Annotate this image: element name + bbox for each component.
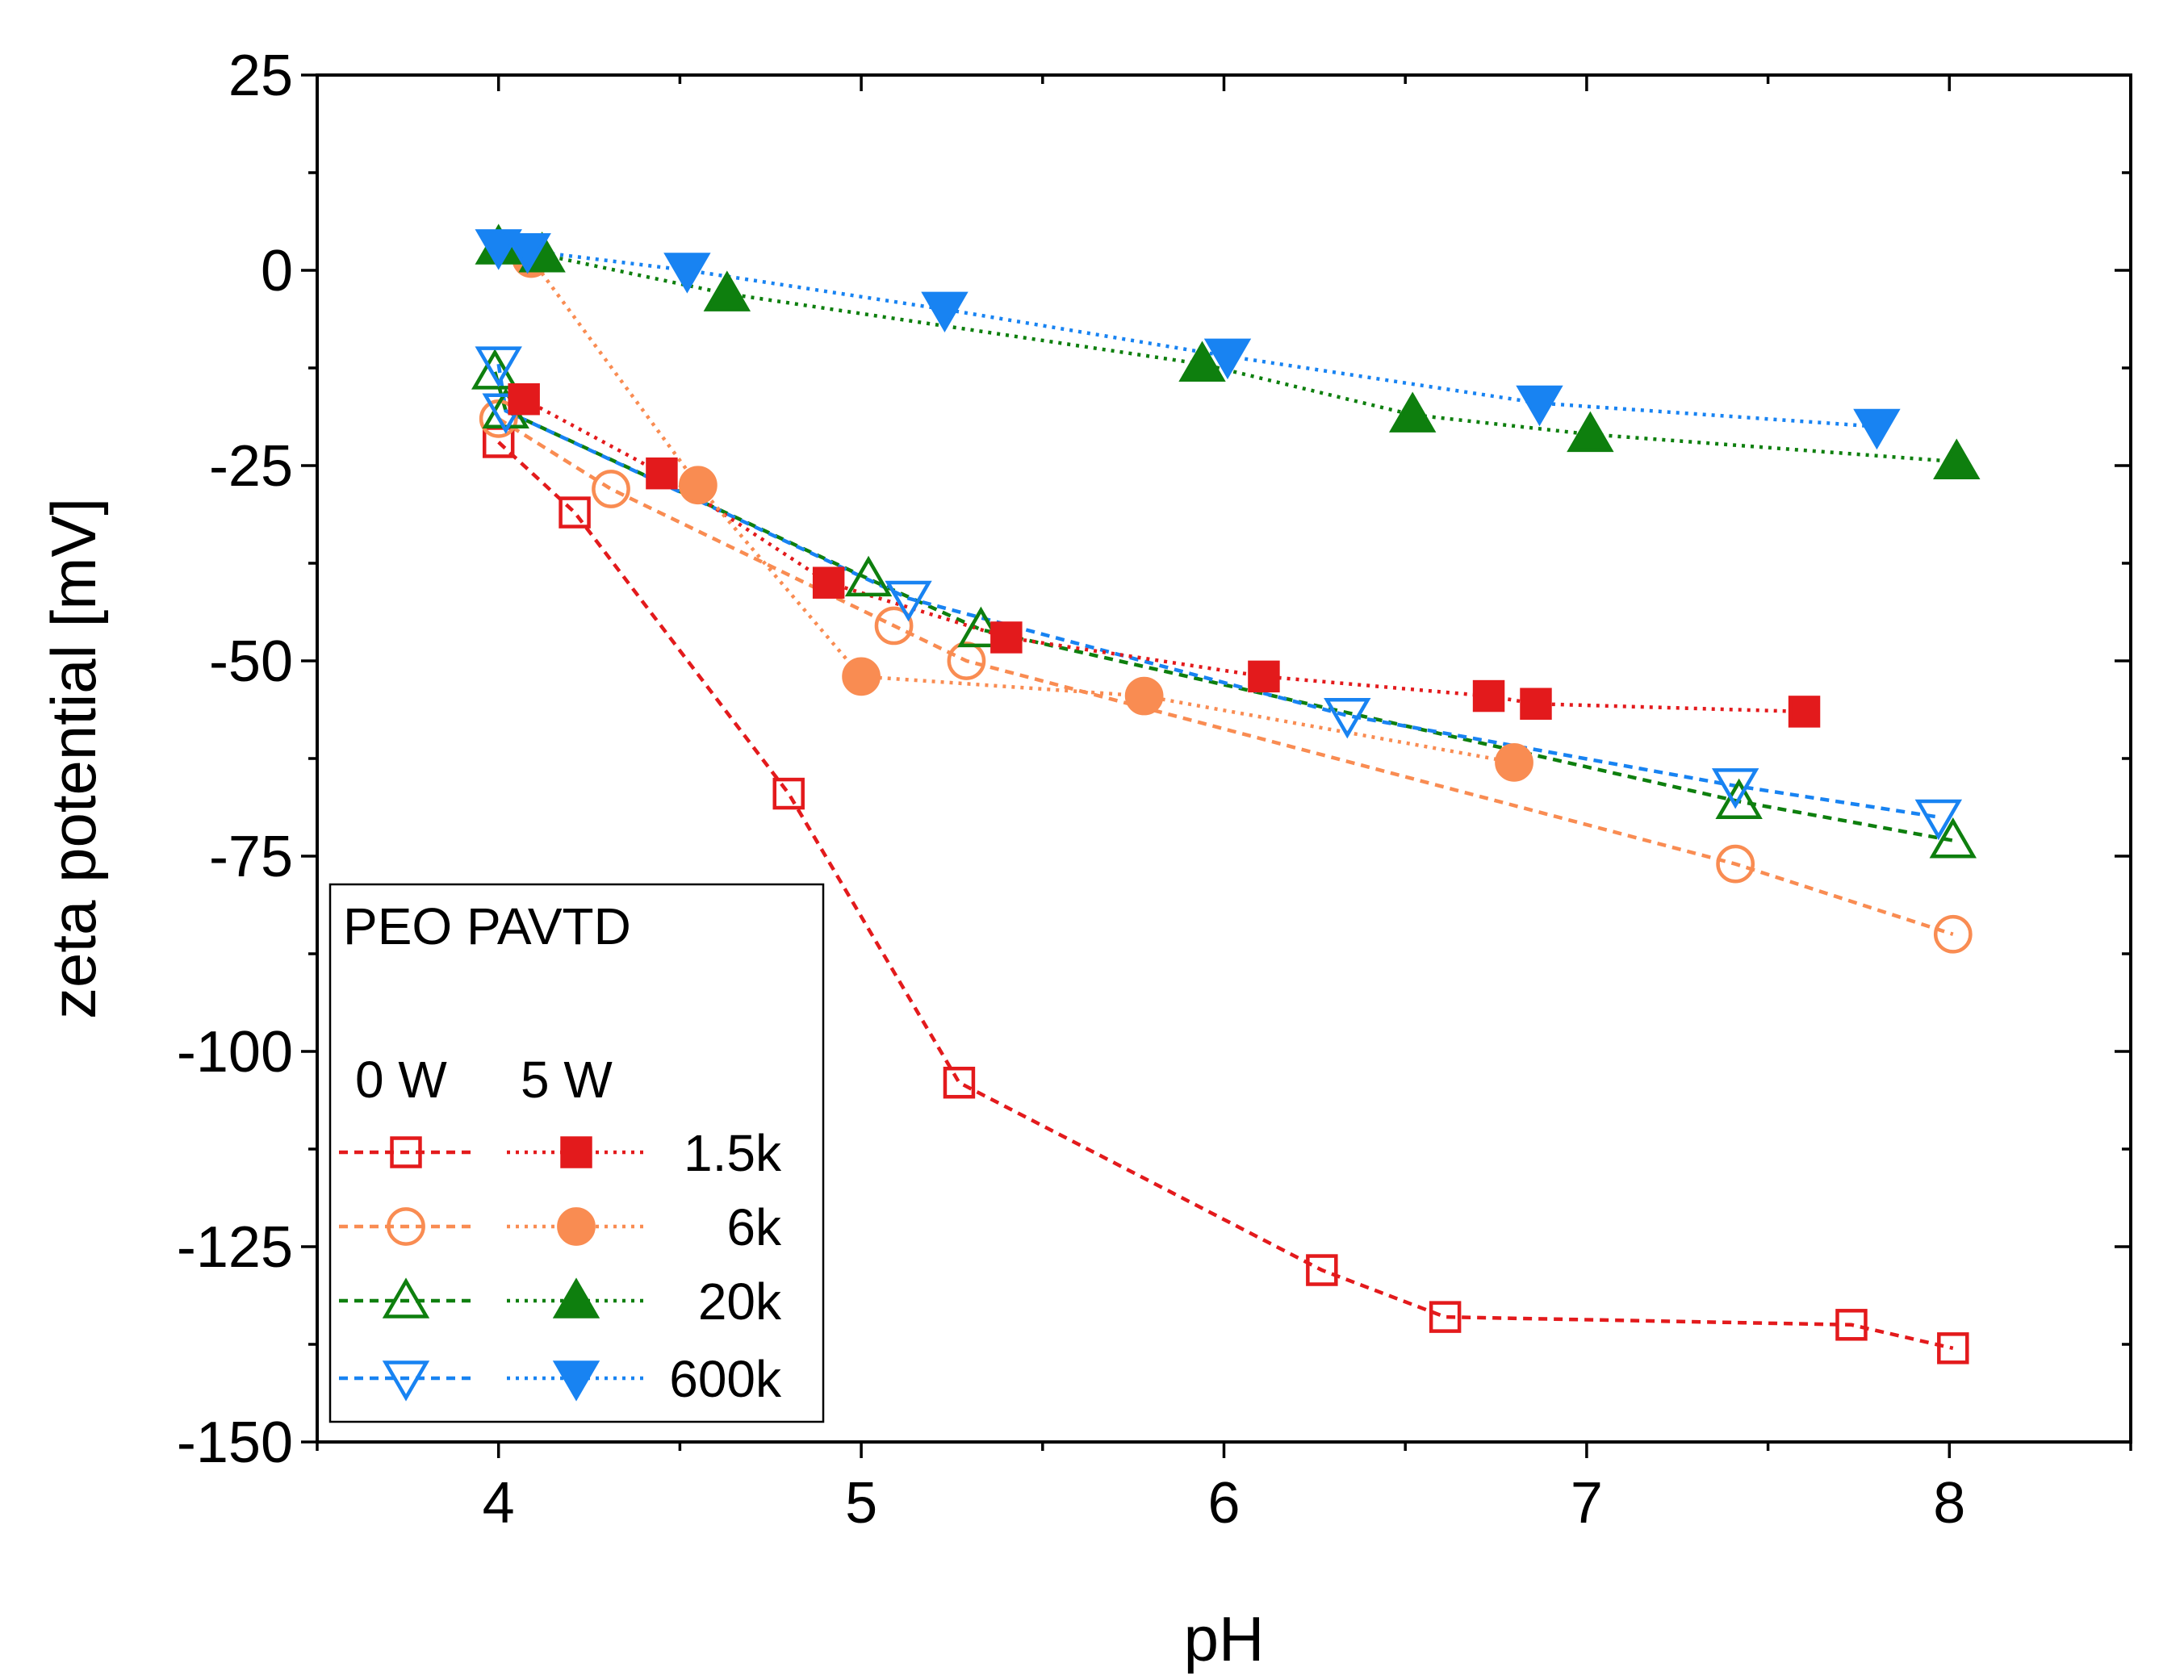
legend: PEO PAVTD 0 W 5 W 1.5k 6k 20k 600k	[328, 883, 825, 1423]
x-tick-label: 8	[1933, 1471, 1965, 1536]
legend-marker-0w-3	[382, 1360, 430, 1402]
data-point-series-3	[1914, 799, 1963, 841]
legend-marker-5w-0	[560, 1136, 592, 1168]
data-point-series-2	[844, 555, 893, 597]
series-line-1	[497, 417, 1954, 936]
legend-column-header-0w: 0 W	[355, 1051, 447, 1109]
data-point-series-0	[1306, 1254, 1338, 1286]
x-axis-label: pH	[1184, 1603, 1265, 1674]
data-point-series-7	[1516, 385, 1563, 427]
series-line-0	[497, 441, 1954, 1351]
data-point-series-4	[1520, 687, 1552, 720]
data-point-series-5	[842, 657, 881, 696]
x-tick-label: 6	[1207, 1471, 1240, 1536]
data-point-series-7	[504, 233, 551, 274]
data-point-series-7	[1203, 338, 1252, 380]
data-point-series-1	[592, 470, 630, 508]
y-axis-label: zeta potential [mV]	[38, 498, 109, 1019]
data-point-series-7	[663, 253, 711, 294]
data-point-series-0	[943, 1066, 976, 1099]
data-point-series-3	[1324, 697, 1371, 739]
x-tick-label: 5	[845, 1471, 877, 1536]
data-point-series-6	[1388, 391, 1437, 433]
legend-marker-5w-3	[552, 1360, 600, 1402]
data-point-series-6	[1567, 411, 1614, 453]
legend-marker-0w-1	[387, 1207, 425, 1246]
data-point-series-4	[812, 566, 845, 599]
data-point-series-4	[646, 457, 678, 490]
data-point-series-0	[1429, 1301, 1462, 1333]
data-point-series-1	[1716, 844, 1755, 884]
data-point-series-1	[947, 641, 986, 680]
data-point-series-3	[885, 580, 932, 622]
data-point-series-1	[1933, 914, 1973, 954]
data-point-series-4	[508, 382, 540, 416]
legend-row-label: 1.5k	[684, 1124, 782, 1182]
x-tick-label: 4	[483, 1471, 515, 1536]
legend-column-header-5w: 5 W	[521, 1051, 613, 1109]
data-point-series-5	[1124, 676, 1164, 716]
data-point-series-7	[921, 291, 969, 333]
legend-row-label: 600k	[669, 1350, 782, 1408]
legend-marker-5w-2	[552, 1277, 600, 1319]
y-tick-label: -100	[177, 1020, 293, 1084]
data-point-series-4	[1248, 660, 1280, 693]
legend-title: PEO PAVTD	[343, 897, 631, 955]
data-point-series-6	[1178, 341, 1226, 382]
y-tick-label: -75	[209, 825, 293, 889]
tick-labels: 4 5 6 7 8 25 0 -25 -50 -75 -100 -125 -150	[177, 44, 1965, 1536]
legend-marker-0w-0	[390, 1136, 422, 1168]
data-point-series-6	[1933, 438, 1981, 479]
legend-marker-0w-2	[382, 1277, 430, 1319]
data-point-series-0	[772, 777, 805, 810]
series-markers	[471, 224, 1981, 1364]
y-tick-label: 25	[228, 44, 293, 108]
y-tick-label: -50	[209, 629, 293, 694]
legend-entries: 1.5k 6k 20k 600k	[339, 1124, 782, 1408]
legend-marker-5w-1	[557, 1207, 596, 1246]
series-line-2	[493, 371, 1954, 842]
data-point-series-2	[1929, 817, 1977, 859]
data-point-series-5	[679, 466, 718, 505]
y-tick-label: -25	[209, 434, 293, 499]
legend-row-label: 20k	[698, 1273, 782, 1331]
y-tick-label: -150	[177, 1410, 293, 1475]
data-point-series-6	[703, 270, 751, 311]
data-point-series-4	[990, 621, 1023, 654]
plot-frame	[316, 73, 2132, 1444]
data-point-series-0	[1835, 1309, 1868, 1341]
data-point-series-3	[1711, 768, 1759, 809]
legend-row-label: 6k	[726, 1198, 782, 1256]
data-point-series-5	[1495, 742, 1533, 782]
x-tick-label: 7	[1571, 1471, 1603, 1536]
y-tick-label: 0	[261, 239, 293, 303]
data-point-series-2	[1715, 778, 1763, 820]
data-point-series-0	[559, 496, 591, 529]
data-point-series-3	[475, 346, 522, 387]
y-tick-label: -125	[177, 1215, 293, 1280]
data-point-series-1	[874, 606, 914, 646]
data-point-series-7	[1853, 408, 1901, 450]
data-point-series-4	[1788, 696, 1821, 728]
data-point-series-4	[1472, 679, 1505, 713]
data-point-series-0	[1937, 1332, 1969, 1364]
